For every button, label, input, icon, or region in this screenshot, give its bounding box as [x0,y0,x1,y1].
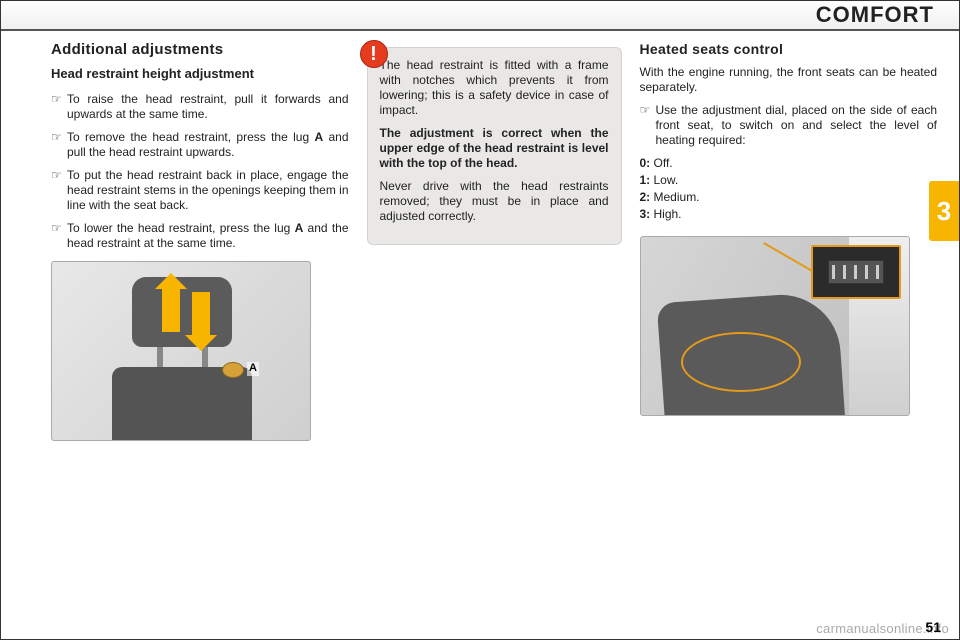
figure-heated-seat [640,236,910,416]
intro-text: With the engine running, the front seats… [640,65,938,95]
level-key: 3: [640,207,651,221]
lug-ref: A [295,221,304,235]
heading-additional-adjustments: Additional adjustments [51,41,349,60]
warning-text: The head restraint is fitted with a fram… [380,58,609,118]
lug-ref: A [314,130,323,144]
level-key: 1: [640,173,651,187]
content: Additional adjustments Head restraint he… [1,41,959,614]
bullet-text: To raise the head restraint, pull it for… [67,92,349,122]
bullet-mark-icon: ☞ [51,168,67,213]
watermark: carmanualsonline.info [816,621,949,636]
level-list: 0: Off. 1: Low. 2: Medium. 3: High. [640,156,938,222]
seat-stitch-line [681,332,801,392]
bullet-item: ☞ Use the adjustment dial, placed on the… [640,103,938,148]
dial-rib [876,265,879,279]
bullet-item: ☞ To put the head restraint back in plac… [51,168,349,213]
heater-dial-icon [828,260,884,284]
dial-rib [843,265,846,279]
level-value: Low. [650,173,678,187]
bullet-mark-icon: ☞ [640,103,656,148]
bullet-mark-icon: ☞ [51,92,67,122]
warning-text-strong: The adjustment is correct when the upper… [380,126,609,171]
bullet-text: To lower the head restraint, press the l… [67,221,349,251]
text: To lower the head restraint, press the l… [67,221,295,235]
arrow-up-icon [162,287,180,332]
bullet-mark-icon: ☞ [51,130,67,160]
bullet-text: To put the head restraint back in place,… [67,168,349,213]
seatback-shape [112,367,252,441]
lug-label: A [247,362,259,376]
level-item: 2: Medium. [640,190,938,205]
chapter-title: COMFORT [816,2,934,28]
warning-text: Never drive with the head restraints rem… [380,179,609,224]
dial-callout [811,245,901,299]
bullet-mark-icon: ☞ [51,221,67,251]
level-item: 1: Low. [640,173,938,188]
page: COMFORT 3 Additional adjustments Head re… [0,0,960,640]
warning-icon: ! [360,40,388,68]
chapter-bar: COMFORT [1,1,959,31]
dial-rib [865,265,868,279]
column-middle: ! The head restraint is fitted with a fr… [367,41,622,614]
heading-heated-seats: Heated seats control [640,41,938,59]
level-value: Off. [650,156,672,170]
bullet-text: Use the adjustment dial, placed on the s… [656,103,938,148]
bullet-text: To remove the head restraint, press the … [67,130,349,160]
subheading-head-restraint: Head restraint height adjustment [51,66,349,82]
column-left: Additional adjustments Head restraint he… [51,41,349,614]
level-item: 3: High. [640,207,938,222]
text: To remove the head restraint, press the … [67,130,314,144]
column-right: Heated seats control With the engine run… [640,41,938,614]
bullet-item: ☞ To lower the head restraint, press the… [51,221,349,251]
bullet-list: ☞ To raise the head restraint, pull it f… [51,92,349,251]
level-key: 2: [640,190,651,204]
bullet-item: ☞ To remove the head restraint, press th… [51,130,349,160]
arrow-down-icon [192,292,210,337]
bullet-item: ☞ To raise the head restraint, pull it f… [51,92,349,122]
lug-marker [222,362,244,378]
level-value: High. [650,207,681,221]
dial-rib [854,265,857,279]
warning-box: ! The head restraint is fitted with a fr… [367,47,622,245]
dial-rib [832,265,835,279]
level-value: Medium. [650,190,699,204]
level-item: 0: Off. [640,156,938,171]
level-key: 0: [640,156,651,170]
figure-head-restraint: A [51,261,311,441]
